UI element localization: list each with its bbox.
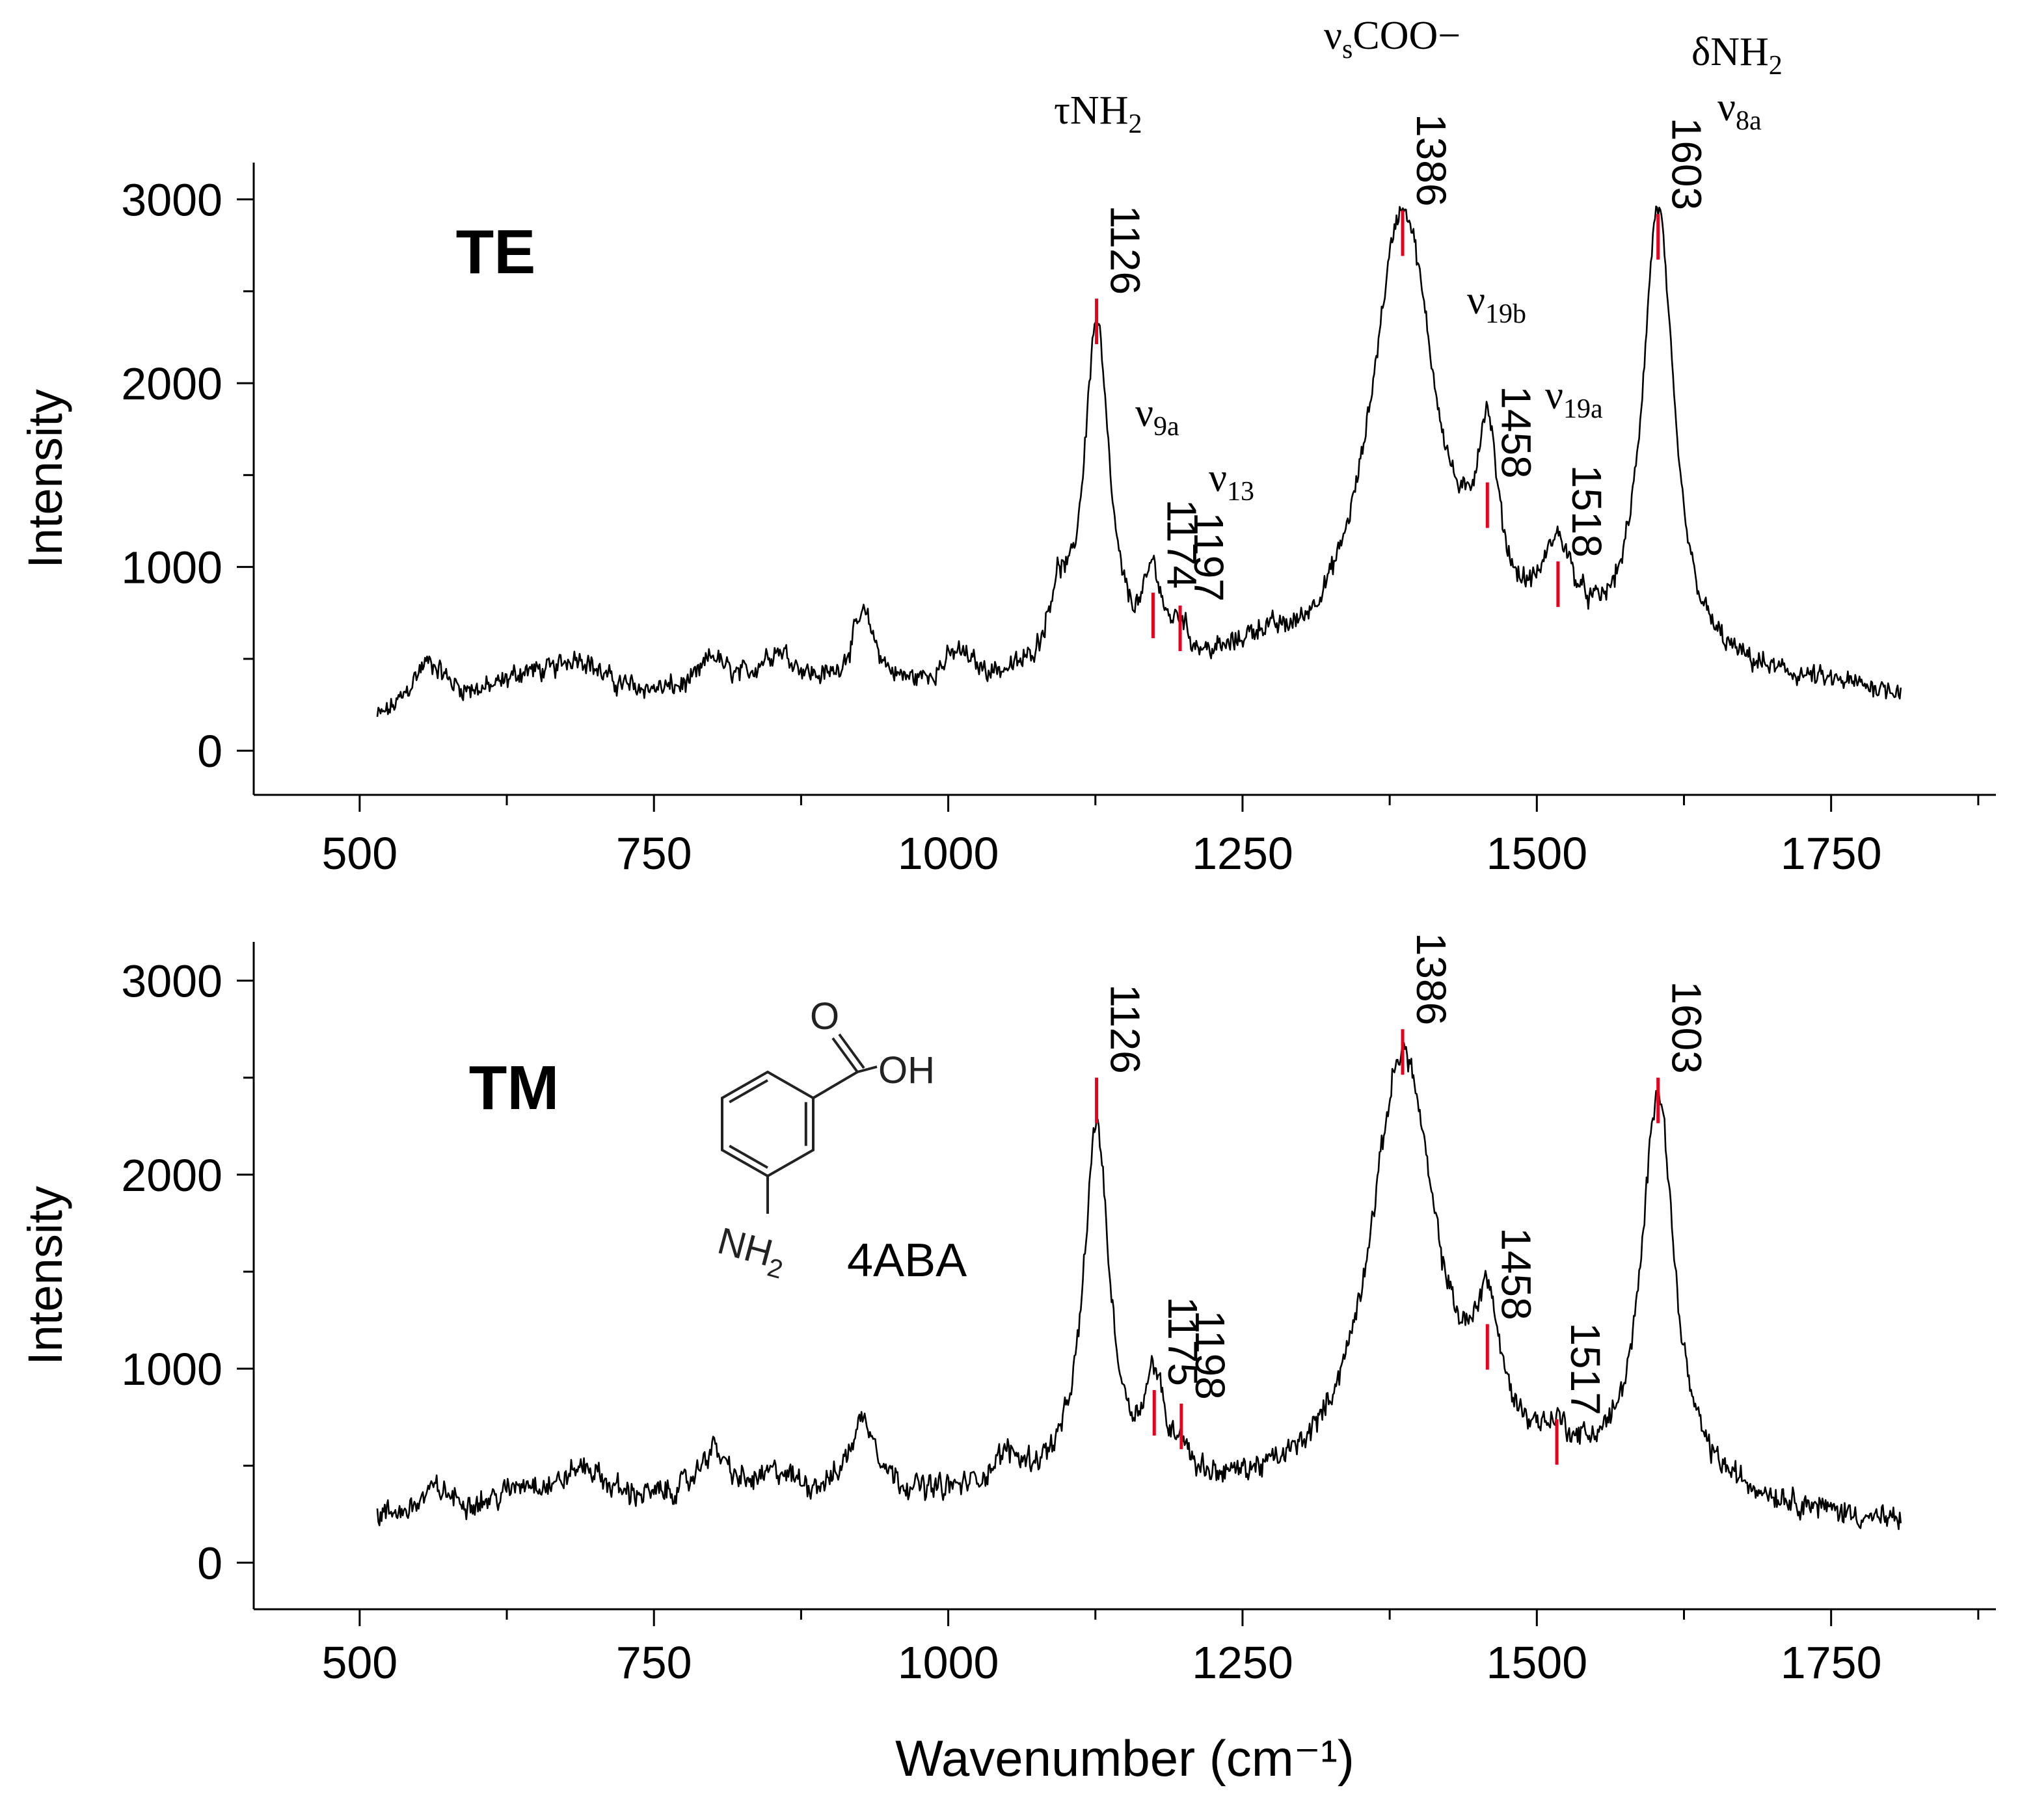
molecule-4aba: O OH NH2 4ABA [712, 995, 967, 1287]
peak-label: 1197 [1185, 512, 1232, 602]
spectrum-line [376, 206, 1902, 717]
amine-label: NH2 [712, 1220, 791, 1285]
x-tick-label: 1750 [1781, 828, 1882, 879]
peak-label: 1126 [1102, 984, 1149, 1074]
peak-label: 1386 [1408, 933, 1455, 1025]
carbonyl-bond [831, 1037, 859, 1073]
mode-label: δNH2 [1691, 30, 1783, 81]
double-bond [729, 1144, 768, 1169]
hydroxyl-bond [857, 1065, 878, 1073]
mode-label: ν19b [1467, 278, 1526, 329]
peak-label: 1174 [1158, 500, 1205, 589]
carbonyl-bond [838, 1033, 865, 1069]
mode-label: τNH2 [1054, 88, 1142, 139]
panel-label: TE [456, 217, 536, 287]
double-bond [729, 1079, 768, 1104]
x-tick-label: 750 [616, 1637, 692, 1688]
y-axis-label: Intensity [18, 1186, 72, 1365]
mode-label: ν19a [1545, 373, 1603, 424]
y-tick-label: 3000 [121, 956, 222, 1007]
x-tick-label: 1000 [898, 1637, 999, 1688]
spectrum-line [376, 1042, 1902, 1531]
peak-label: 1458 [1492, 386, 1539, 478]
x-tick-label: 1500 [1486, 828, 1587, 879]
peak-label: 1458 [1492, 1227, 1539, 1320]
x-tick-label: 1750 [1781, 1637, 1882, 1688]
x-tick-label: 1000 [898, 828, 999, 879]
panel-label: TM [469, 1053, 559, 1123]
peak-label: 1603 [1663, 981, 1710, 1073]
mode-label: νsCOO− [1324, 14, 1461, 64]
benzene-ring [721, 1070, 815, 1178]
panel-tm: 500 750 1000 1250 1500 1750 0 1000 2000 3000 Inten… [18, 933, 1996, 1688]
carboxyl-bond [812, 1071, 859, 1099]
y-axis-label: Intensity [18, 389, 72, 569]
mode-label: ν8a [1717, 85, 1762, 136]
peak-label: 1175 [1159, 1296, 1206, 1386]
oxygen-label: O [810, 995, 839, 1037]
y-tick-label: 1000 [121, 542, 222, 593]
mode-label: ν13 [1209, 456, 1254, 507]
molecule-name: 4ABA [847, 1235, 967, 1287]
x-axis-label: Wavenumber (cm⁻¹) [895, 1730, 1354, 1787]
mode-label: ν9a [1135, 391, 1179, 442]
x-tick-label: 500 [321, 1637, 397, 1688]
peak-label: 1126 [1102, 205, 1149, 295]
peak-label: 1386 [1408, 114, 1455, 206]
y-tick-label: 0 [197, 1538, 222, 1588]
peak-label: 1517 [1562, 1322, 1609, 1415]
panel-te: 500 750 1000 1250 1500 1750 0 1000 2000 3000 Inten… [18, 114, 1996, 879]
y-tick-label: 3000 [121, 175, 222, 226]
peak-label: 1603 [1663, 118, 1710, 210]
y-tick-label: 2000 [121, 358, 222, 409]
y-tick-label: 1000 [121, 1344, 222, 1395]
y-tick-label: 0 [197, 726, 222, 777]
peak-label: 1198 [1187, 1310, 1233, 1400]
x-tick-label: 1250 [1192, 1637, 1293, 1688]
x-tick-label: 500 [321, 828, 397, 879]
hydroxyl-label: OH [878, 1049, 935, 1091]
x-tick-label: 750 [616, 828, 692, 879]
y-tick-label: 2000 [121, 1150, 222, 1201]
peak-label: 1518 [1563, 465, 1610, 557]
x-tick-label: 1500 [1486, 1637, 1587, 1688]
x-tick-label: 1250 [1192, 828, 1293, 879]
